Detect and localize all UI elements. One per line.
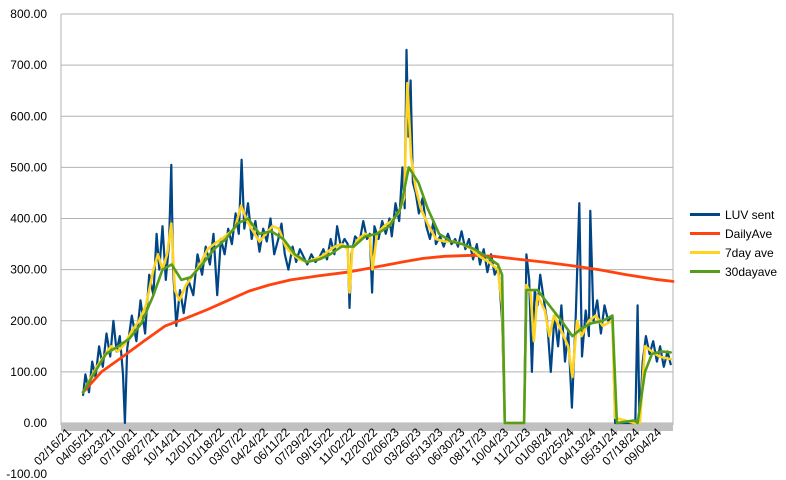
legend-swatch (690, 270, 720, 273)
y-axis-tick-labels: -100.00 0.00 100.00 200.00 300.00 400.00 500.0… (6, 7, 47, 480)
series-lines (81, 48, 675, 425)
legend-item-dailyave: DailyAve (690, 224, 777, 243)
y-tick-label: -100.00 (6, 467, 47, 480)
y-tick-label: 300.00 (10, 263, 47, 277)
y-tick-label: 200.00 (10, 314, 47, 328)
chart-legend: LUV sent DailyAve 7day ave 30dayave (690, 205, 777, 281)
legend-label: 30dayave (725, 264, 778, 279)
y-tick-label: 700.00 (10, 58, 47, 72)
y-tick-label: 100.00 (10, 365, 47, 379)
legend-swatch (690, 251, 720, 254)
series-line-30dayave (81, 166, 672, 425)
legend-item-7day-ave: 7day ave (690, 243, 777, 262)
y-tick-label: 400.00 (10, 212, 47, 226)
y-tick-label: 500.00 (10, 160, 47, 174)
grid-lines (60, 13, 674, 431)
x-axis-tick-labels: 02/16/2104/05/2105/23/2107/10/2108/27/21… (31, 425, 664, 468)
legend-swatch (690, 213, 720, 216)
y-tick-label: 600.00 (10, 109, 47, 123)
legend-item-luv-sent: LUV sent (690, 205, 777, 224)
legend-label: 7day ave (725, 245, 774, 260)
legend-item-30dayave: 30dayave (690, 262, 777, 281)
series-line-dailyave (81, 253, 675, 394)
y-tick-label: 800.00 (10, 7, 47, 21)
legend-label: DailyAve (725, 226, 773, 241)
legend-label: LUV sent (725, 207, 775, 222)
y-tick-label: 0.00 (24, 416, 48, 430)
x-axis-band (61, 423, 673, 431)
legend-swatch (690, 232, 720, 235)
